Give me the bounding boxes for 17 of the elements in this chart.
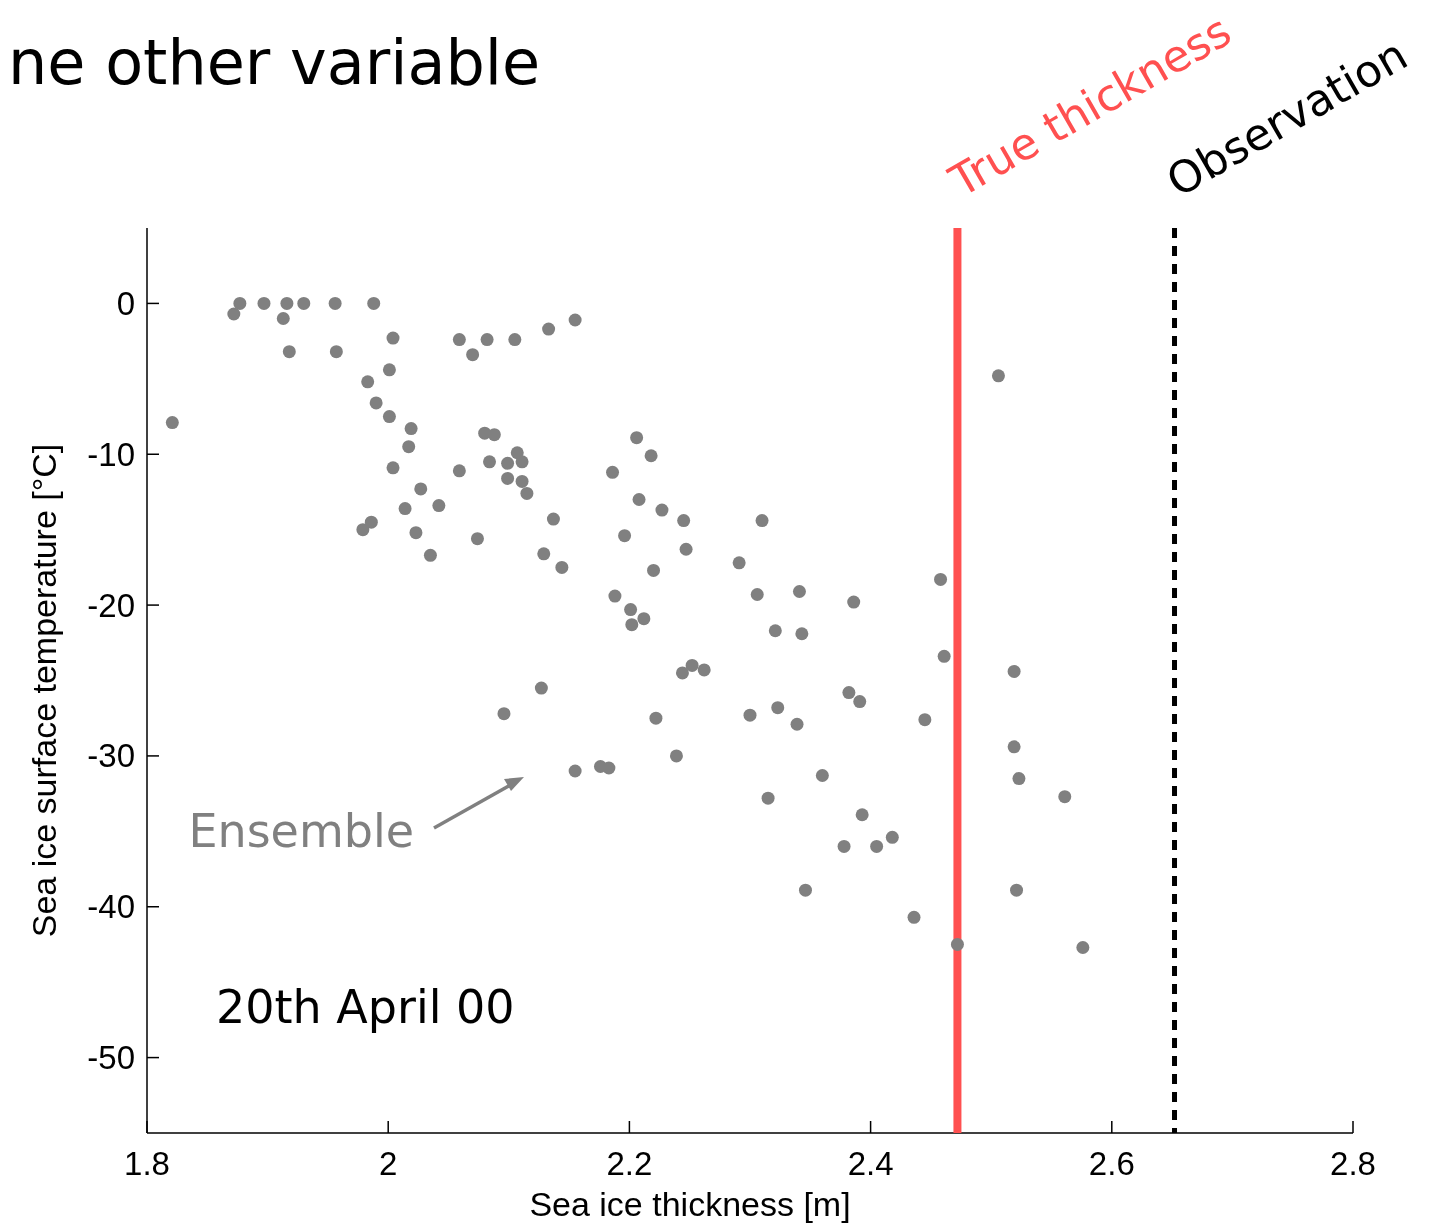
x-tick-label: 1.8 — [124, 1145, 170, 1182]
x-tick-label: 2.8 — [1330, 1145, 1376, 1182]
y-tick-label: -20 — [87, 586, 135, 624]
y-tick-label: -10 — [87, 435, 135, 473]
x-tick-label: 2.2 — [606, 1145, 653, 1182]
annotation: 20th April 00 — [216, 980, 515, 1034]
annotation: Ensemble — [188, 804, 414, 858]
chart-title: ne other variable — [8, 26, 541, 99]
y-axis-title: Sea ice surface temperature [°C] — [25, 443, 63, 938]
y-tick-label: 0 — [116, 284, 135, 322]
x-tick-label: 2 — [379, 1145, 398, 1182]
y-tick-label: -50 — [87, 1039, 135, 1077]
x-tick-label: 2.6 — [1088, 1145, 1135, 1182]
x-axis-title: Sea ice thickness [m] — [529, 1185, 851, 1223]
x-tick-label: 2.4 — [847, 1145, 894, 1182]
y-tick-label: -40 — [87, 888, 135, 926]
y-tick-label: -30 — [87, 737, 135, 775]
